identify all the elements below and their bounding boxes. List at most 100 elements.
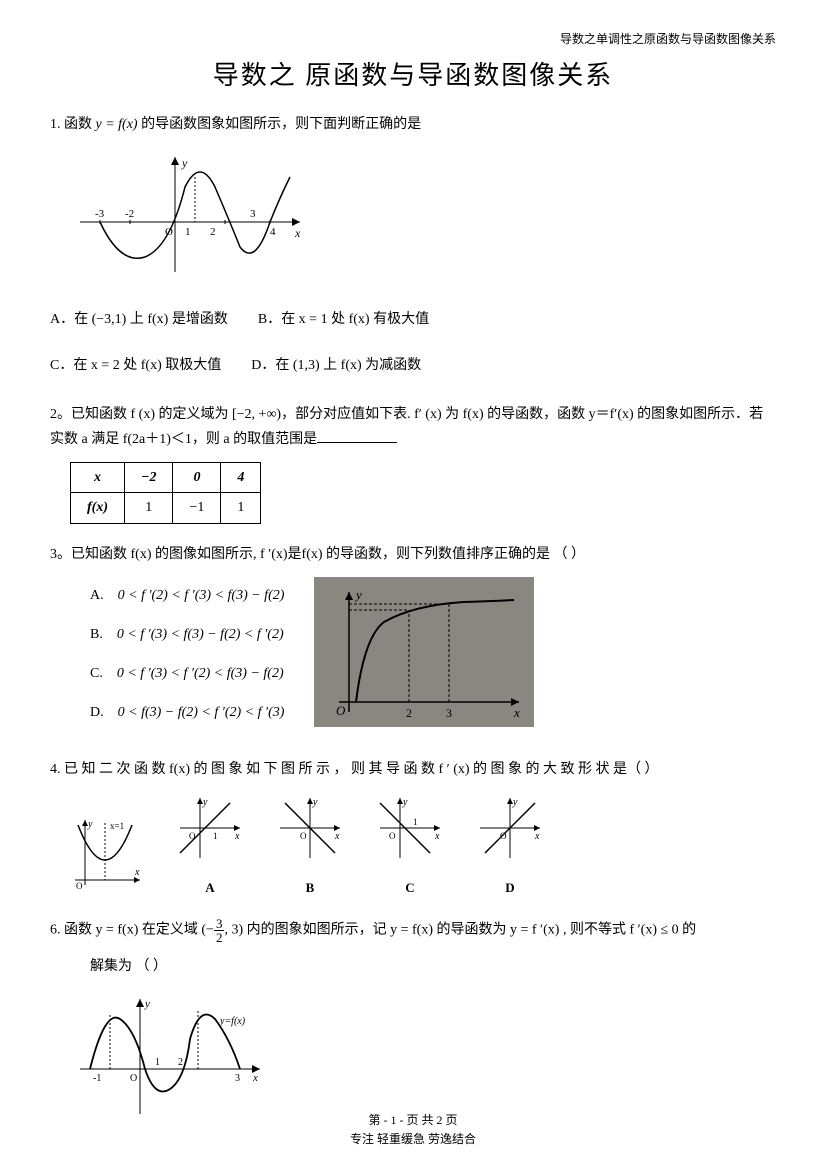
q4-main-svg: y x O x=1 — [70, 815, 145, 890]
q1-opt-b-text: 在 x = 1 处 f(x) 有极大值 — [281, 312, 429, 327]
q3-graph: y x O 2 3 — [314, 577, 534, 727]
svg-text:y: y — [312, 797, 318, 808]
q6-mid: , 3) 内的图象如图所示，记 y = f(x) 的导函数为 y = f ′(x… — [224, 923, 696, 938]
q2-text-content: 2。已知函数 f (x) 的定义域为 [−2, +∞)，部分对应值如下表. f′… — [50, 407, 763, 447]
svg-text:-2: -2 — [125, 208, 134, 220]
q3-option-b: B. 0 < f ′(3) < f(3) − f(2) < f ′(2) — [90, 622, 284, 647]
q1-formula: y = f(x) — [96, 117, 138, 132]
q4-graph-d: y x O D — [475, 793, 545, 900]
q4-graph-a: y x O 1 A — [175, 793, 245, 900]
page-footer: 第 - 1 - 页 共 2 页 专注 轻重缓急 劳逸结合 — [0, 1111, 826, 1149]
q3-opt-d-text: 0 < f(3) − f(2) < f ′(2) < f ′(3) — [118, 705, 285, 720]
q6-graph-svg: y x O -1 1 2 3 y=f(x) — [70, 989, 270, 1119]
q2-table-data-row: f(x) 1 −1 1 — [71, 493, 261, 523]
svg-text:x: x — [513, 705, 520, 720]
svg-text:O: O — [130, 1073, 137, 1084]
q4-svg-c: y x O 1 — [375, 793, 445, 863]
q2-td-2: −1 — [173, 493, 221, 523]
q6-frac-den: 2 — [214, 931, 225, 944]
svg-text:O: O — [389, 831, 396, 841]
svg-text:x: x — [334, 831, 340, 842]
svg-text:x: x — [234, 831, 240, 842]
svg-text:x: x — [294, 226, 301, 240]
q4-graph-c: y x O 1 C — [375, 793, 445, 900]
q3-graph-svg: y x O 2 3 — [314, 577, 534, 727]
question-1: 1. 函数 y = f(x) 的导函数图象如图所示，则下面判断正确的是 y x … — [50, 112, 776, 384]
q4-label-b: B — [275, 876, 345, 899]
svg-text:x=1: x=1 — [110, 821, 124, 831]
svg-text:y=f(x): y=f(x) — [219, 1016, 246, 1027]
svg-text:2: 2 — [210, 226, 216, 238]
q2-td-3: 1 — [221, 493, 261, 523]
svg-text:3: 3 — [235, 1073, 240, 1084]
question-3: 3。已知函数 f(x) 的图像如图所示, f ′(x)是f(x) 的导函数，则下… — [50, 542, 776, 740]
q6-frac-num: 3 — [214, 917, 225, 931]
svg-text:y: y — [354, 587, 362, 602]
q2-th-2: 0 — [173, 463, 221, 493]
q4-label-a: A — [175, 876, 245, 899]
q4-text: 4. 已 知 二 次 函 数 f(x) 的 图 象 如 下 图 所 示 ， 则 … — [50, 757, 776, 782]
svg-text:O: O — [189, 831, 196, 841]
q1-option-c: C．在 x = 2 处 f(x) 取极大值 — [50, 353, 221, 378]
svg-text:1: 1 — [413, 817, 418, 827]
svg-text:y: y — [87, 819, 93, 830]
q1-graph: y x O -3 -2 1 2 3 4 — [70, 147, 776, 286]
q3-option-c: C. 0 < f ′(3) < f ′(2) < f(3) − f(2) — [90, 661, 284, 686]
q3-option-a: A. 0 < f ′(2) < f ′(3) < f(3) − f(2) — [90, 583, 284, 608]
svg-text:x: x — [434, 831, 440, 842]
question-6: 6. 函数 y = f(x) 在定义域 (−32, 3) 内的图象如图所示，记 … — [50, 917, 776, 1128]
q3-opt-a-text: 0 < f ′(2) < f ′(3) < f(3) − f(2) — [118, 588, 285, 603]
svg-text:3: 3 — [446, 706, 452, 720]
q2-text: 2。已知函数 f (x) 的定义域为 [−2, +∞)，部分对应值如下表. f′… — [50, 402, 776, 452]
q2-th-1: −2 — [125, 463, 173, 493]
q3-options: A. 0 < f ′(2) < f ′(3) < f(3) − f(2) B. … — [50, 577, 284, 740]
q2-table: x −2 0 4 f(x) 1 −1 1 — [70, 462, 261, 523]
q2-td-1: 1 — [125, 493, 173, 523]
svg-text:-3: -3 — [95, 208, 105, 220]
q2-th-3: 4 — [221, 463, 261, 493]
q4-main-graph: y x O x=1 — [70, 815, 145, 899]
main-title: 导数之 原函数与导函数图像关系 — [50, 55, 776, 92]
q1-option-a: A．在 (−3,1) 上 f(x) 是增函数 — [50, 307, 228, 332]
svg-text:1: 1 — [213, 831, 218, 841]
svg-text:x: x — [134, 867, 140, 878]
svg-text:x: x — [252, 1072, 258, 1084]
q4-label-c: C — [375, 876, 445, 899]
q3-text: 3。已知函数 f(x) 的图像如图所示, f ′(x)是f(x) 的导函数，则下… — [50, 542, 776, 567]
q4-svg-b: y x O — [275, 793, 345, 863]
svg-text:1: 1 — [155, 1057, 160, 1068]
q1-suffix: 的导函数图象如图所示，则下面判断正确的是 — [138, 117, 422, 132]
q1-options-row1: A．在 (−3,1) 上 f(x) 是增函数 B．在 x = 1 处 f(x) … — [50, 301, 776, 338]
footer-line1: 第 - 1 - 页 共 2 页 — [0, 1111, 826, 1130]
q3-option-d: D. 0 < f(3) − f(2) < f ′(2) < f ′(3) — [90, 700, 284, 725]
svg-text:3: 3 — [250, 208, 256, 220]
q1-options-row2: C．在 x = 2 处 f(x) 取极大值 D．在 (1,3) 上 f(x) 为… — [50, 347, 776, 384]
q6-prefix: 6. 函数 y = f(x) 在定义域 (− — [50, 923, 214, 938]
svg-text:O: O — [300, 831, 307, 841]
q3-layout: A. 0 < f ′(2) < f ′(3) < f(3) − f(2) B. … — [50, 577, 776, 740]
q3-opt-b-text: 0 < f ′(3) < f(3) − f(2) < f ′(2) — [117, 627, 284, 642]
q1-prefix: 1. 函数 — [50, 117, 96, 132]
q4-label-d: D — [475, 876, 545, 899]
q4-graphs: y x O x=1 y x O 1 A — [70, 793, 776, 900]
svg-text:y: y — [181, 156, 188, 170]
svg-text:4: 4 — [270, 226, 276, 238]
q6-line2: 解集为 （ ） — [90, 954, 776, 979]
q1-option-b: B．在 x = 1 处 f(x) 有极大值 — [258, 307, 429, 332]
svg-text:O: O — [336, 703, 346, 718]
svg-text:y: y — [202, 797, 208, 808]
svg-text:2: 2 — [406, 706, 412, 720]
q1-opt-a-text: 在 (−3,1) 上 f(x) 是增函数 — [74, 312, 228, 327]
q4-svg-a: y x O 1 — [175, 793, 245, 863]
svg-text:O: O — [76, 881, 83, 890]
q6-frac: 32 — [214, 917, 225, 944]
footer-line2: 专注 轻重缓急 劳逸结合 — [0, 1130, 826, 1149]
svg-text:-1: -1 — [93, 1073, 101, 1084]
q1-opt-d-text: 在 (1,3) 上 f(x) 为减函数 — [275, 358, 421, 373]
q3-opt-c-text: 0 < f ′(3) < f ′(2) < f(3) − f(2) — [117, 666, 284, 681]
svg-text:y: y — [512, 797, 518, 808]
question-4: 4. 已 知 二 次 函 数 f(x) 的 图 象 如 下 图 所 示 ， 则 … — [50, 757, 776, 899]
q4-svg-d: y x O — [475, 793, 545, 863]
q2-blank — [317, 442, 397, 443]
q4-graph-b: y x O B — [275, 793, 345, 900]
